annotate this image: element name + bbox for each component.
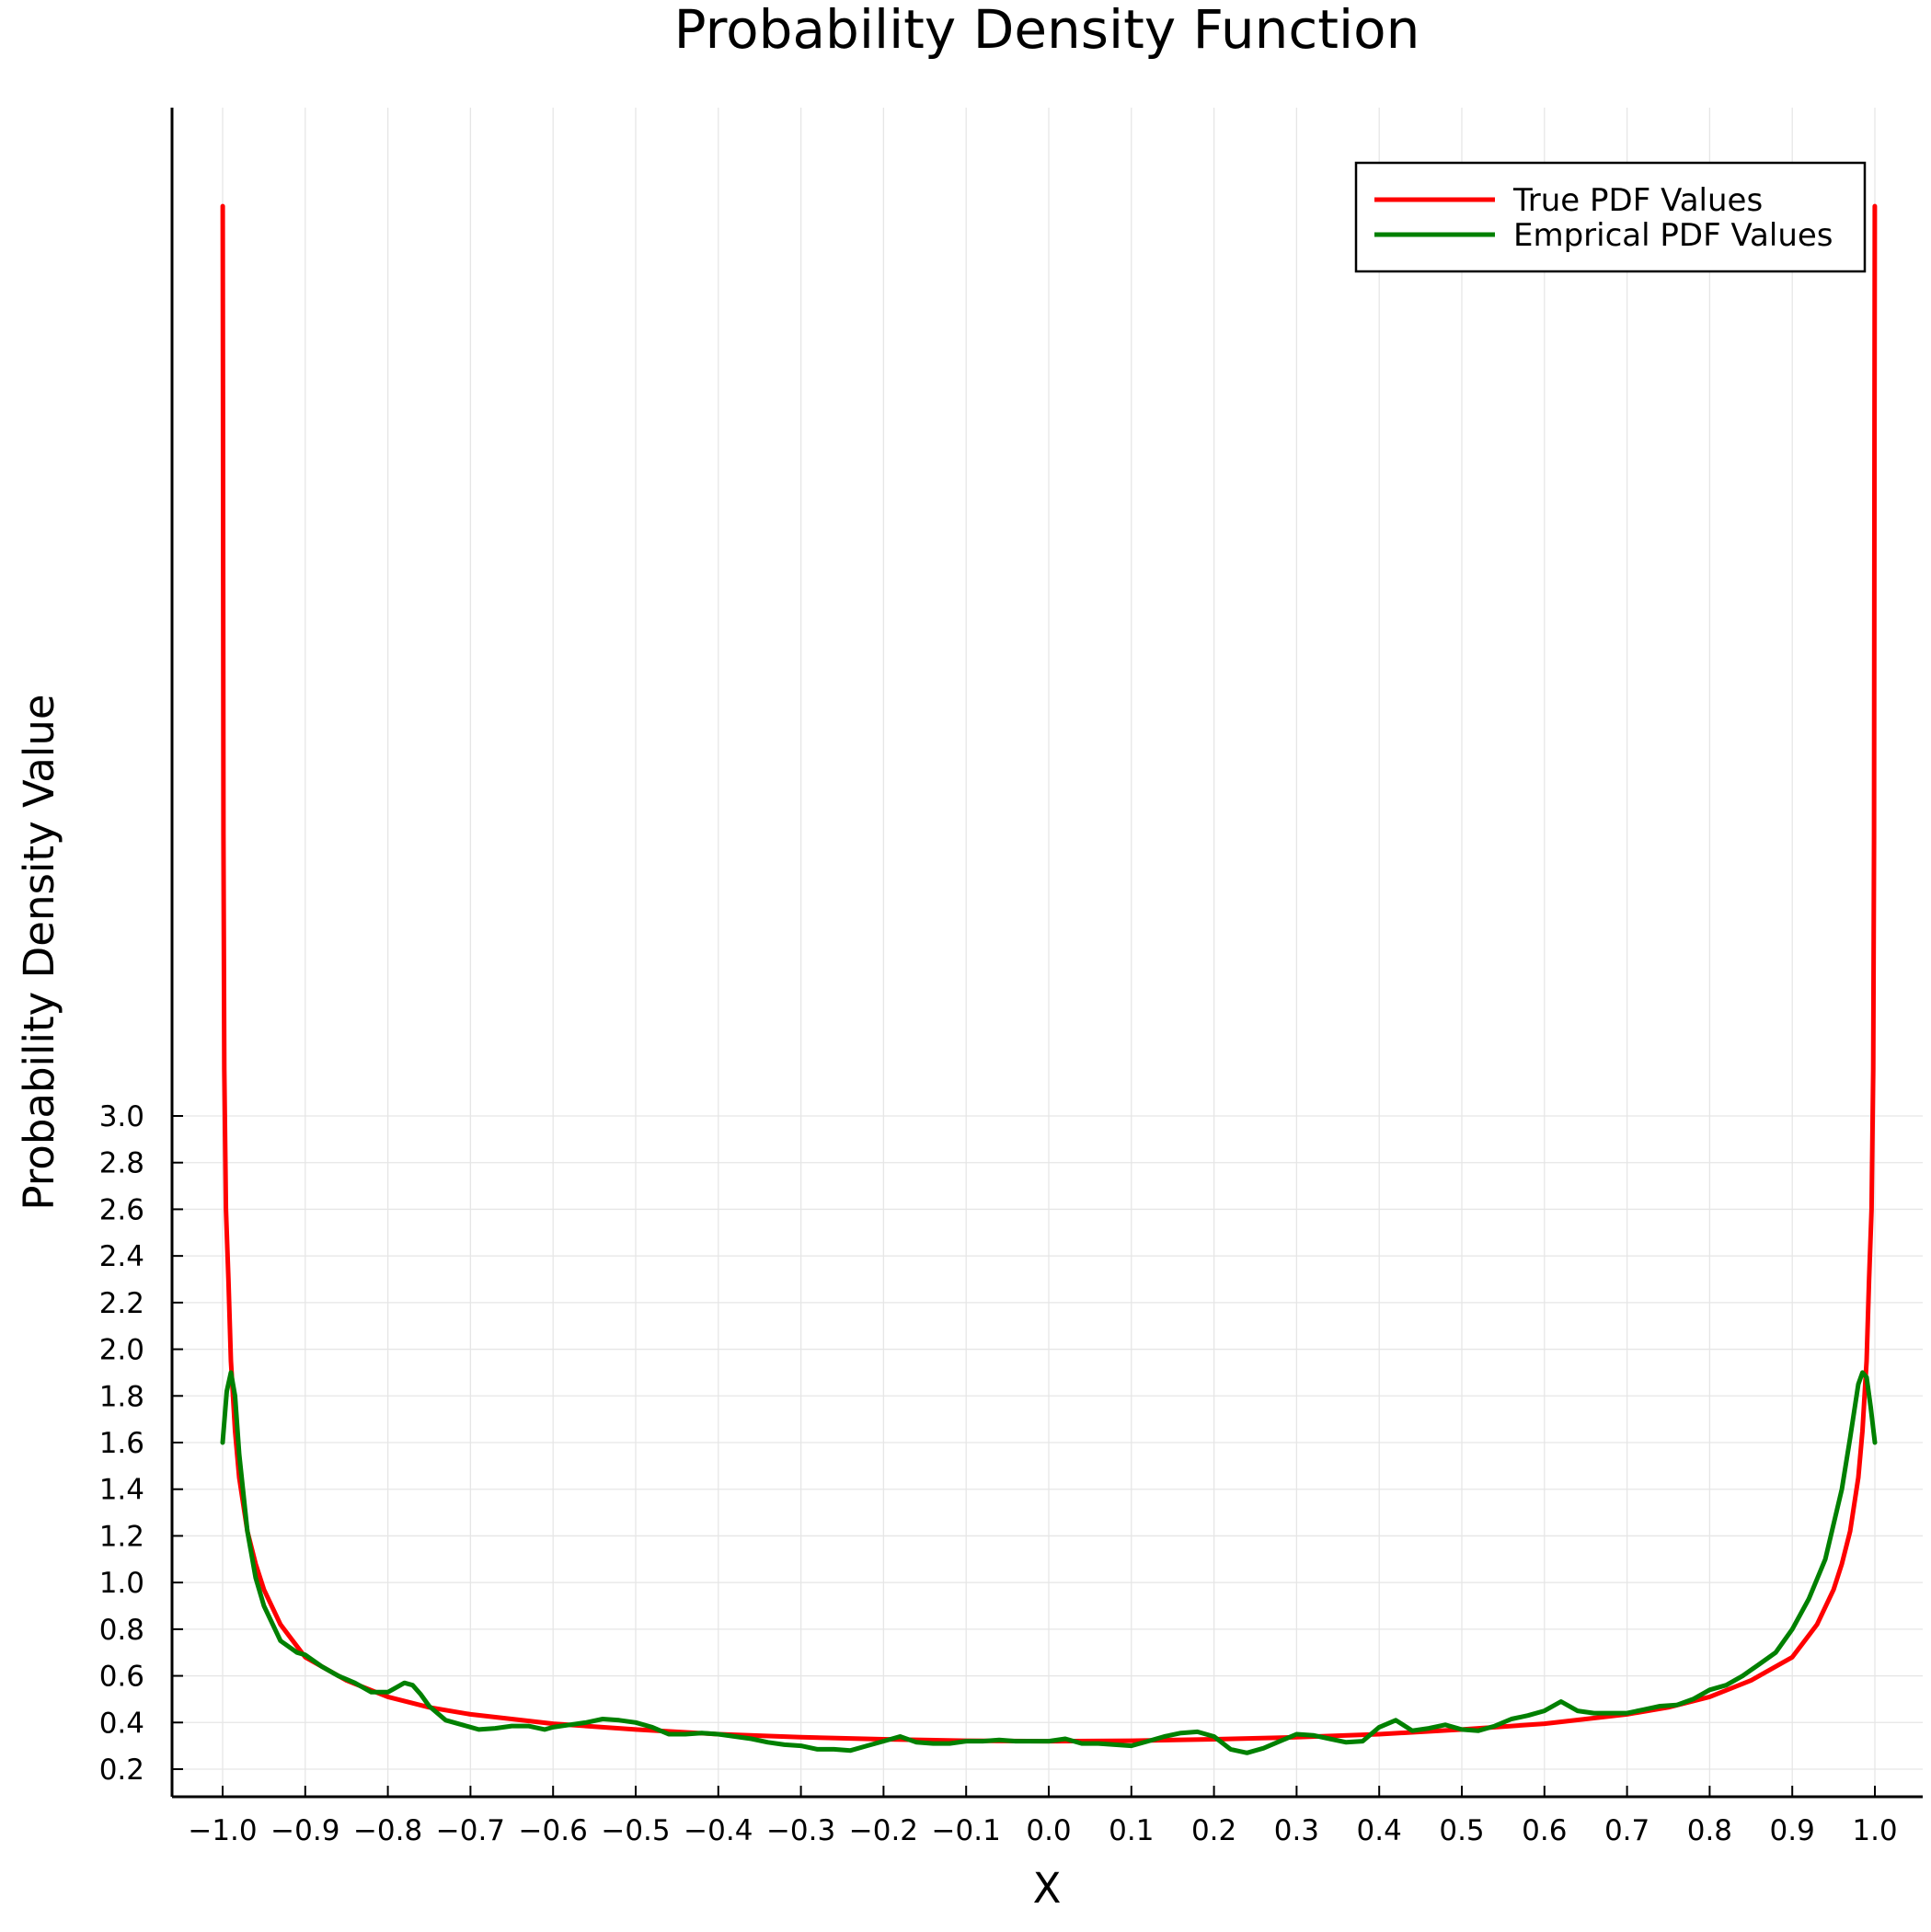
y-tick-label: 2.2 xyxy=(99,1287,144,1320)
legend: True PDF Values Emprical PDF Values xyxy=(1354,161,1867,273)
y-tick-label: 3.0 xyxy=(99,1100,144,1133)
y-tick-label: 0.8 xyxy=(99,1614,144,1647)
grid-lines xyxy=(172,108,1923,1797)
x-tick-label: 0.6 xyxy=(1522,1814,1567,1847)
x-tick-label: −0.8 xyxy=(353,1814,422,1847)
x-tick-label: 0.2 xyxy=(1191,1814,1236,1847)
x-tick-label: −0.2 xyxy=(849,1814,918,1847)
y-ticks: 0.2 0.4 0.6 0.8 1.0 1.2 1.4 1.6 1.8 2.0 2.2 2.4 2.6 2… xyxy=(99,1100,183,1787)
x-tick-label: −0.5 xyxy=(601,1814,670,1847)
axes xyxy=(170,108,1923,1799)
x-tick-label: −0.4 xyxy=(684,1814,753,1847)
x-tick-label: −0.9 xyxy=(270,1814,339,1847)
x-tick-label: 1.0 xyxy=(1852,1814,1897,1847)
x-tick-label: 0.3 xyxy=(1274,1814,1319,1847)
x-tick-label: 0.8 xyxy=(1687,1814,1732,1847)
y-tick-label: 2.0 xyxy=(99,1334,144,1367)
y-tick-label: 1.8 xyxy=(99,1380,144,1413)
y-tick-label: 2.4 xyxy=(99,1240,144,1273)
x-tick-label: −0.6 xyxy=(519,1814,588,1847)
legend-label-empirical-pdf: Emprical PDF Values xyxy=(1513,217,1833,254)
x-axis-label: X xyxy=(1033,1864,1062,1913)
legend-box xyxy=(1354,161,1867,273)
y-tick-label: 0.2 xyxy=(99,1754,144,1787)
y-tick-label: 1.6 xyxy=(99,1427,144,1460)
x-tick-label: 0.7 xyxy=(1604,1814,1649,1847)
y-tick-label: 0.4 xyxy=(99,1707,144,1740)
x-tick-label: 0.1 xyxy=(1109,1814,1154,1847)
chart-title: Probability Density Function xyxy=(674,0,1420,61)
legend-label-true-pdf: True PDF Values xyxy=(1512,182,1763,219)
series-lines xyxy=(220,203,1878,1755)
y-tick-label: 2.8 xyxy=(99,1147,144,1180)
x-tick-label: −0.3 xyxy=(766,1814,835,1847)
x-tick-label: 0.5 xyxy=(1439,1814,1484,1847)
x-tick-label: −0.1 xyxy=(932,1814,1001,1847)
x-tick-label: 0.4 xyxy=(1357,1814,1402,1847)
y-tick-label: 0.6 xyxy=(99,1661,144,1694)
y-tick-label: 1.2 xyxy=(99,1520,144,1553)
x-tick-label: −1.0 xyxy=(188,1814,257,1847)
empirical-pdf-line xyxy=(220,1370,1878,1755)
y-tick-label: 1.4 xyxy=(99,1474,144,1507)
y-tick-label: 1.0 xyxy=(99,1567,144,1600)
x-tick-label: 0.9 xyxy=(1770,1814,1815,1847)
y-tick-label: 2.6 xyxy=(99,1193,144,1226)
x-ticks: −1.0 −0.9 −0.8 −0.7 −0.6 −0.5 −0.4 −0.3 −0.2 −0.1… xyxy=(188,1786,1898,1847)
x-tick-label: 0.0 xyxy=(1026,1814,1071,1847)
x-tick-label: −0.7 xyxy=(436,1814,505,1847)
y-axis-label: Probability Density Value xyxy=(15,694,63,1210)
